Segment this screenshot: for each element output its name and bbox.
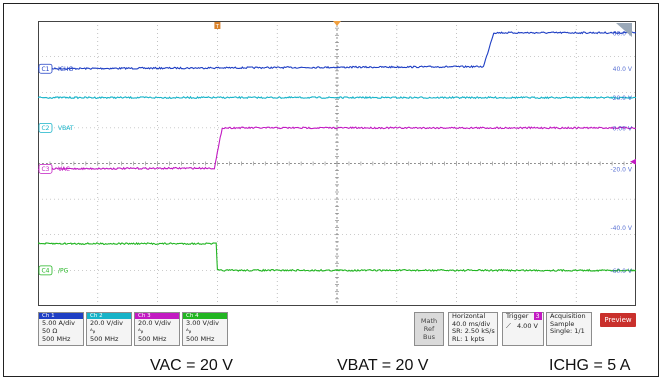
- trigger-title: Trigger: [506, 312, 529, 320]
- channel-1-label: Ch 1: [42, 313, 55, 319]
- scale-label: 40.0 V: [613, 66, 633, 73]
- channel-badge-label: C1: [41, 66, 49, 73]
- scope-control-panel: Ch 1 5.00 A/div 50 Ω 500 MHz Ch 2 20.0 V…: [38, 311, 636, 347]
- math-ref-bus-button[interactable]: Math Ref Bus: [414, 312, 444, 346]
- preview-label: Preview: [604, 316, 632, 324]
- scale-label: 20.0 V: [613, 95, 633, 102]
- trigger-level-row: ⟋ 4.00 V: [506, 321, 543, 331]
- math-label: Math: [420, 317, 438, 325]
- channel-4-scale: 3.00 V/div: [186, 319, 219, 327]
- scale-label: 60.0 V: [613, 30, 633, 37]
- scale-label: -40.0 V: [610, 225, 632, 232]
- oscilloscope-screen: 60.0 V 40.0 V 20.0 V 0.00 V -20.0 V -40.0 V -6…: [37, 20, 637, 307]
- channel-badge-label: C2: [41, 125, 49, 132]
- channel-badge: [38, 63, 53, 74]
- caption-ichg: ICHG = 5 A: [549, 357, 631, 374]
- acquisition-settings[interactable]: Acquisition Sample Single: 1/1: [546, 312, 592, 346]
- channel-1-bandwidth: 500 MHz: [42, 335, 71, 343]
- channel-badge: [38, 265, 53, 276]
- acquisition-title: Acquisition: [550, 312, 586, 320]
- waveform-vac: [37, 126, 637, 171]
- channel-1-header: Ch 1: [39, 313, 83, 319]
- trigger-position-marker: [214, 22, 221, 29]
- channel-3-settings[interactable]: Ch 3 20.0 V/div ᴬᵦ 500 MHz: [134, 312, 180, 346]
- channel-4-coupling: ᴬᵦ: [186, 327, 192, 335]
- channel-4-bandwidth: 500 MHz: [186, 335, 215, 343]
- channel-3-bandwidth: 500 MHz: [138, 335, 167, 343]
- rising-edge-icon: ⟋: [506, 321, 511, 330]
- bus-label: Bus: [423, 333, 435, 341]
- channel-badge: [38, 163, 53, 174]
- channel-name-label: ICHG: [58, 66, 73, 73]
- trigger-level: 4.00 V: [516, 321, 538, 330]
- record-length: RL: 1 kpts: [452, 334, 485, 343]
- caption-row: VAC = 20 V VBAT = 20 V ICHG = 5 A: [4, 354, 660, 378]
- horizontal-settings[interactable]: Horizontal 40.0 ms/div SR: 2.50 kS/s RL:…: [448, 312, 498, 346]
- channel-badge-label: C4: [41, 268, 49, 275]
- channel-badge: [38, 122, 53, 133]
- channel-3-label: Ch 3: [138, 313, 151, 319]
- center-time-marker: [333, 21, 341, 26]
- scale-label: -20.0 V: [610, 166, 632, 173]
- waveform-ichg: [37, 31, 637, 71]
- channel-name-label: VAC: [58, 166, 70, 173]
- channel-3-coupling: ᴬᵦ: [138, 327, 144, 335]
- horizontal-scale: 40.0 ms/div: [452, 319, 491, 328]
- channel-3-header: Ch 3: [135, 313, 179, 319]
- channel-4-label: Ch 4: [186, 313, 199, 319]
- acquisition-mode: Sample: [550, 319, 575, 328]
- scale-label: 0.00 V: [613, 125, 633, 132]
- caption-vac: VAC = 20 V: [150, 357, 233, 374]
- trigger-title-row: Trigger 3: [506, 312, 543, 321]
- trigger-level-marker: [630, 158, 636, 165]
- channel-badge-label: C3: [41, 166, 49, 173]
- channel-2-bandwidth: 500 MHz: [90, 335, 119, 343]
- channel-2-label: Ch 2: [90, 313, 103, 319]
- waveform-plot: 60.0 V 40.0 V 20.0 V 0.00 V -20.0 V -40.0 V -6…: [37, 20, 637, 307]
- channel-1-scale: 5.00 A/div: [42, 319, 75, 327]
- acquisition-count: Single: 1/1: [550, 327, 585, 335]
- waveform-vbat: [38, 95, 637, 100]
- figure-frame: 60.0 V 40.0 V 20.0 V 0.00 V -20.0 V -40.0 V -6…: [3, 3, 659, 377]
- channel-2-scale: 20.0 V/div: [90, 319, 123, 327]
- sample-rate: SR: 2.50 kS/s: [452, 327, 495, 335]
- channel-2-settings[interactable]: Ch 2 20.0 V/div ᴬᵦ 500 MHz: [86, 312, 132, 346]
- scale-label: -60.0 V: [610, 268, 632, 275]
- channel-name-label: /PG: [58, 268, 69, 275]
- channel-3-scale: 20.0 V/div: [138, 319, 171, 327]
- ref-label: Ref: [423, 325, 435, 333]
- trigger-marker-label: T: [215, 24, 220, 30]
- channel-1-settings[interactable]: Ch 1 5.00 A/div 50 Ω 500 MHz: [38, 312, 84, 346]
- trigger-source-badge: 3: [533, 312, 542, 320]
- channel-name-label: VBAT: [58, 125, 74, 132]
- trigger-settings[interactable]: Trigger 3 ⟋ 4.00 V: [502, 312, 544, 346]
- channel-2-header: Ch 2: [87, 313, 131, 319]
- channel-4-settings[interactable]: Ch 4 3.00 V/div ᴬᵦ 500 MHz: [182, 312, 228, 346]
- waveform-pg: [37, 241, 637, 273]
- horizontal-title: Horizontal: [452, 312, 486, 320]
- menu-corner-icon: [616, 23, 632, 37]
- channel-1-coupling: 50 Ω: [42, 327, 58, 335]
- preview-button[interactable]: Preview: [600, 313, 636, 327]
- caption-vbat: VBAT = 20 V: [337, 357, 429, 374]
- channel-2-coupling: ᴬᵦ: [90, 327, 96, 335]
- channel-4-header: Ch 4: [183, 313, 227, 319]
